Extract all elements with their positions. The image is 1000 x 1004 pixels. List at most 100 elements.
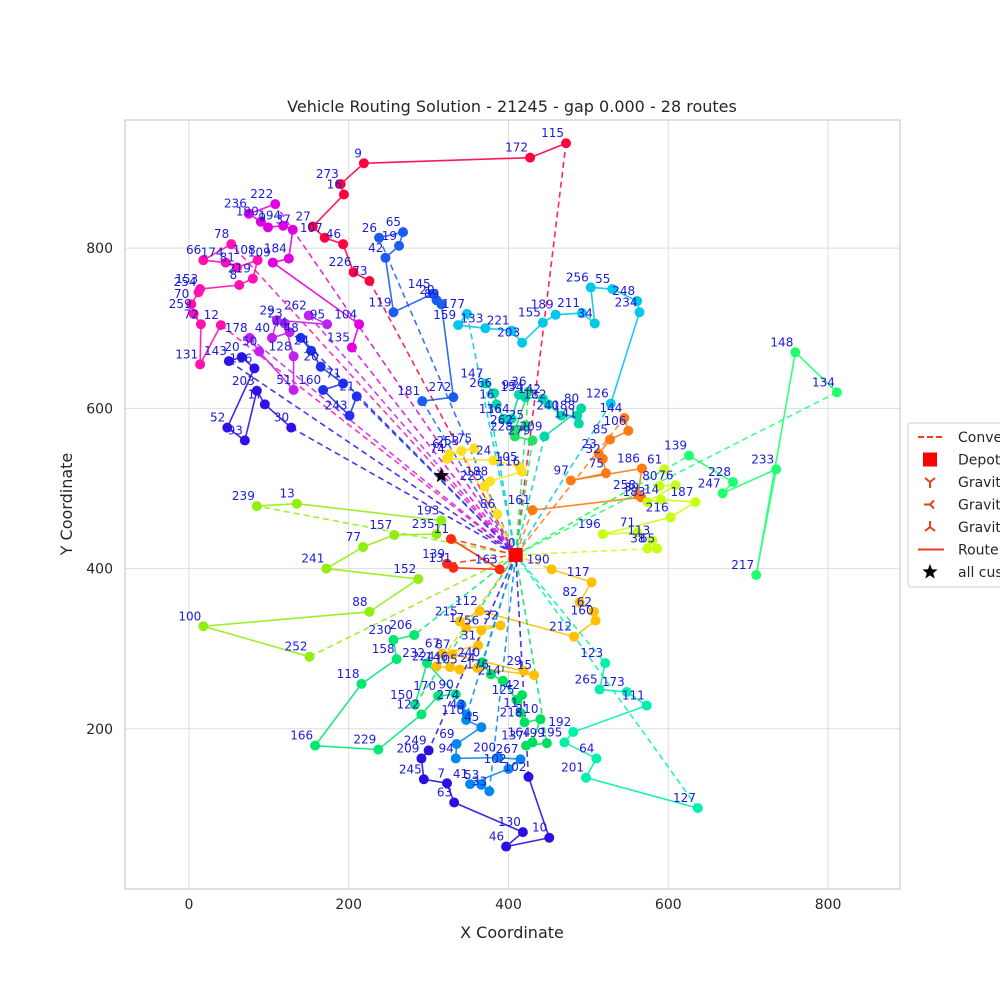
customer-point — [448, 392, 459, 403]
customer-point — [394, 240, 405, 251]
customer-label: 7 — [437, 766, 445, 780]
customer-point — [445, 662, 456, 673]
customer-label: 76 — [658, 468, 673, 482]
customer-point — [288, 384, 299, 395]
customer-label: 110 — [441, 703, 464, 717]
customer-label: 190 — [527, 552, 550, 566]
customer-point — [489, 388, 500, 399]
legend-label: Gravit — [958, 498, 1000, 514]
customer-point — [388, 307, 399, 318]
customer-point — [600, 468, 611, 479]
customer-label: 44 — [272, 315, 287, 329]
customer-point — [254, 346, 265, 357]
customer-label: 50 — [242, 335, 257, 349]
customer-point — [604, 434, 615, 445]
customer-point — [619, 412, 630, 423]
depot-connector — [230, 243, 517, 556]
customer-label: 150 — [390, 688, 413, 702]
customer-label: 118 — [337, 667, 360, 681]
customer-point — [321, 563, 332, 574]
customer-label: 116 — [497, 455, 520, 469]
customer-points — [186, 138, 842, 852]
customer-point — [287, 224, 298, 235]
customer-label: 184 — [264, 242, 287, 256]
customer-label: 31 — [461, 628, 476, 642]
customer-point — [348, 267, 359, 278]
customer-label: 20 — [303, 350, 318, 364]
customer-label: 215 — [435, 604, 458, 618]
customer-point — [543, 399, 554, 410]
customer-point — [790, 347, 801, 358]
customer-point — [771, 464, 782, 475]
customer-label: 95 — [310, 307, 325, 321]
customer-label: 154 — [500, 380, 523, 394]
customer-point — [544, 832, 555, 843]
customer-label: 17 — [248, 387, 263, 401]
customer-point — [527, 505, 538, 516]
customer-point — [436, 515, 447, 526]
customer-point — [518, 666, 529, 677]
customer-label: 160 — [298, 373, 321, 387]
customer-label: 254 — [174, 275, 197, 289]
customer-label: 143 — [204, 344, 227, 358]
customer-label: 152 — [393, 562, 416, 576]
customer-label: 60 — [432, 437, 447, 451]
customer-point — [374, 232, 385, 243]
customer-point — [623, 425, 634, 436]
customer-point — [476, 722, 487, 733]
customer-label: 230 — [369, 623, 392, 637]
customer-label: 221 — [487, 314, 510, 328]
customer-label: 160 — [571, 604, 594, 618]
customer-label: 188 — [465, 464, 488, 478]
customer-label: 245 — [399, 762, 422, 776]
customer-label: 9 — [354, 146, 362, 160]
customer-label: 93 — [228, 423, 243, 437]
legend-swatch — [929, 526, 936, 532]
customer-point — [692, 803, 703, 814]
customer-label: 27 — [295, 210, 310, 224]
customer-label: 80 — [642, 469, 657, 483]
customer-point — [335, 179, 346, 190]
customer-label: 21 — [339, 379, 354, 393]
customer-label: 241 — [301, 552, 324, 566]
customer-point — [521, 420, 532, 431]
customer-label: 170 — [413, 679, 436, 693]
grid — [125, 120, 900, 889]
customer-label: 15 — [517, 658, 532, 672]
legend-swatch — [929, 503, 935, 510]
customer-label: 48 — [283, 321, 298, 335]
customer-label: 80 — [564, 391, 579, 405]
customer-point — [304, 651, 315, 662]
customer-label: 128 — [269, 339, 292, 353]
customer-label: 226 — [329, 255, 352, 269]
customer-label: 175 — [449, 431, 472, 445]
customer-point — [310, 740, 321, 751]
customer-label: 187 — [671, 485, 694, 499]
customer-point — [556, 410, 567, 421]
customer-label: 130 — [498, 815, 521, 829]
legend-swatch — [924, 477, 931, 483]
x-tick-label: 800 — [815, 897, 842, 913]
customer-label: 153 — [175, 272, 198, 286]
y-tick-label: 800 — [86, 241, 113, 257]
customer-point — [243, 208, 254, 219]
customer-point — [373, 744, 384, 755]
customer-point — [494, 564, 505, 575]
customer-label: 126 — [586, 387, 609, 401]
customer-point — [456, 699, 467, 710]
customer-label: 11 — [503, 696, 518, 710]
customer-label: 26 — [362, 221, 377, 235]
customer-point — [231, 262, 242, 273]
customer-label: 105 — [435, 653, 458, 667]
customer-point — [523, 386, 534, 397]
customer-label: 210 — [516, 702, 539, 716]
customer-label: 262 — [490, 413, 513, 427]
customer-point — [239, 435, 250, 446]
customer-label: 232 — [402, 646, 425, 660]
customer-label: 12 — [204, 308, 219, 322]
customer-point — [461, 622, 472, 633]
depot-connector — [256, 505, 516, 556]
customer-point — [448, 562, 459, 573]
depot-connector — [249, 337, 517, 556]
customer-label: 235 — [412, 517, 435, 531]
